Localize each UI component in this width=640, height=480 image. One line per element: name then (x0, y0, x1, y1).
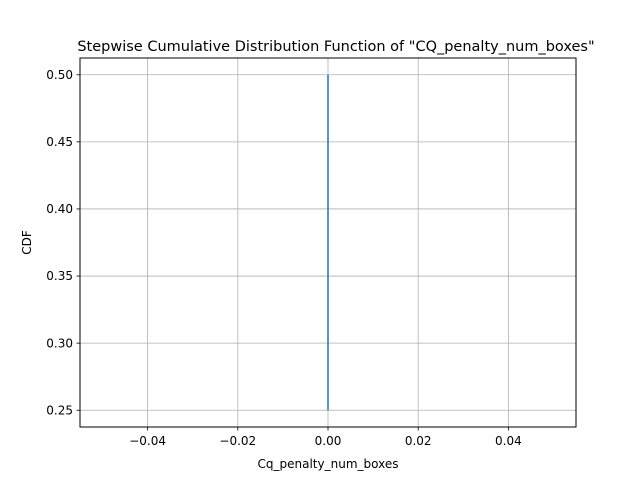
y-tick-label: 0.30 (46, 336, 73, 350)
y-tick-label: 0.45 (46, 135, 73, 149)
x-tick-label: 0.02 (405, 434, 432, 448)
y-tick-label: 0.50 (46, 68, 73, 82)
y-tick-label: 0.35 (46, 269, 73, 283)
x-tick-label: 0.04 (495, 434, 522, 448)
chart-title: Stepwise Cumulative Distribution Functio… (77, 39, 594, 55)
x-axis-label: Cq_penalty_num_boxes (258, 457, 399, 471)
x-tick-label: 0.00 (315, 434, 342, 448)
y-tick-label: 0.40 (46, 202, 73, 216)
y-axis-label: CDF (20, 230, 34, 255)
y-tick-label: 0.25 (46, 403, 73, 417)
x-tick-label: −0.02 (219, 434, 256, 448)
axis-ticks: −0.04 −0.02 0.00 0.02 0.04 0.25 0.30 0.35 0.40 0.… (46, 68, 521, 448)
x-tick-label: −0.04 (129, 434, 166, 448)
